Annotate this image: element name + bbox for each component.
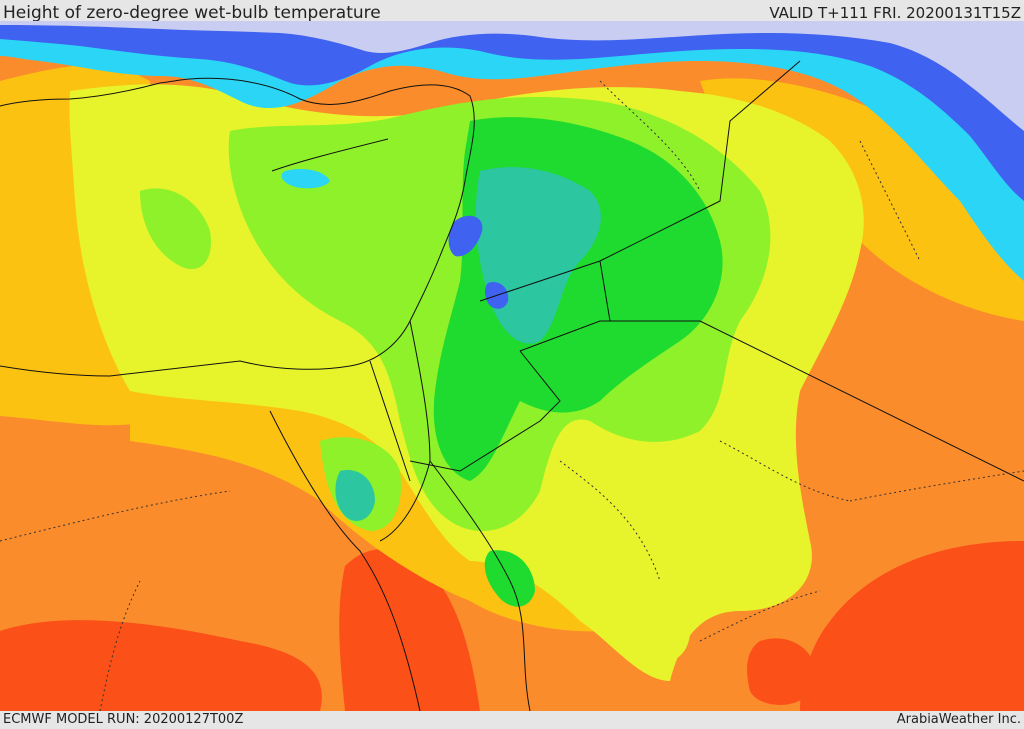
green-patch-south xyxy=(484,550,535,607)
blue-band-north xyxy=(0,21,1024,201)
map-title: Height of zero-degree wet-bulb temperatu… xyxy=(3,3,381,23)
header-bar: Height of zero-degree wet-bulb temperatu… xyxy=(0,0,1024,23)
cold-patch-cyprus xyxy=(281,169,330,189)
map-canvas xyxy=(0,21,1024,711)
red-zone-southwest xyxy=(0,620,322,711)
country-borders xyxy=(369,60,1024,482)
valid-time: VALID T+111 FRI. 20200131T15Z xyxy=(769,4,1021,22)
light-green-patch-west xyxy=(140,188,211,270)
cold-band-north xyxy=(0,21,1024,281)
red-zone-red-sea xyxy=(339,549,480,711)
coastlines xyxy=(0,77,531,711)
footer-bar: ECMWF MODEL RUN: 20200127T00Z ArabiaWeat… xyxy=(0,711,1024,729)
sea-north xyxy=(0,21,1024,131)
model-run-label: ECMWF MODEL RUN: 20200127T00Z xyxy=(3,712,244,727)
yellow-patch-south xyxy=(599,578,690,665)
teal-patch-sinai xyxy=(335,470,375,521)
cold-patch-lebanon xyxy=(448,215,483,257)
red-zone-south-center xyxy=(747,638,816,705)
credit-label: ArabiaWeather Inc. xyxy=(896,712,1021,727)
weather-map[interactable] xyxy=(0,21,1024,711)
red-zone-southeast xyxy=(800,541,1024,711)
province-borders xyxy=(0,80,1024,711)
